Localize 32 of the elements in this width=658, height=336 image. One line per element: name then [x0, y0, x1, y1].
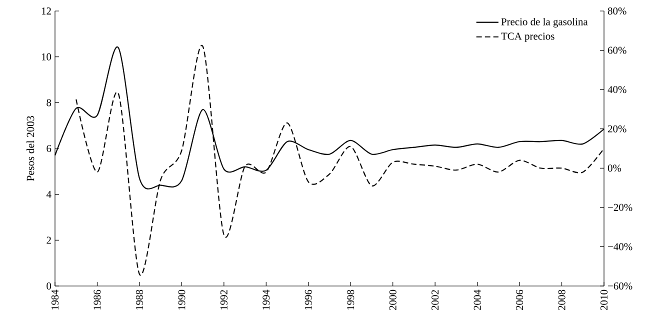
y2-tick-label: 40%	[608, 86, 626, 94]
y-tick-label: 10	[42, 53, 52, 60]
x-tick-label: 1994	[262, 290, 270, 310]
x-tick-label: 2004	[474, 290, 481, 310]
y-tick-label: 8	[46, 99, 52, 106]
y-tick-label: 2	[46, 236, 51, 244]
y-tick-label: 6	[46, 144, 52, 152]
y2-tick-label: −20%	[608, 204, 632, 211]
x-tick-label: 2010	[600, 290, 608, 310]
y2-tick-label: 20%	[608, 125, 626, 132]
x-tick-label: 1988	[136, 290, 143, 310]
y-tick-label: 12	[42, 8, 51, 14]
x-tick-label: 1986	[94, 290, 101, 310]
y-tick-label: 0	[46, 282, 52, 290]
y2-tick-label: −60%	[608, 282, 632, 290]
legend-label: TCA precios	[501, 32, 554, 42]
x-tick-label: 2008	[558, 290, 566, 310]
y-tick-label: 4	[46, 190, 52, 198]
y2-tick-label: −40%	[608, 243, 632, 250]
x-tick-label: 1998	[347, 290, 354, 310]
y2-tick-label: 80%	[608, 7, 626, 15]
x-tick-label: 1984	[51, 290, 59, 310]
y2-tick-label: 0%	[608, 164, 622, 172]
x-tick-label: 1992	[220, 290, 228, 310]
x-tick-label: 1990	[178, 290, 186, 310]
x-tick-label: 2006	[516, 290, 524, 310]
x-tick-label: 2000	[389, 290, 396, 310]
legend-label: Precio de la gasolina	[501, 18, 588, 28]
x-tick-label: 2002	[432, 290, 439, 310]
y-axis-title: Pesos del 2003	[26, 116, 34, 182]
y2-tick-label: 60%	[608, 46, 626, 54]
x-tick-label: 1996	[304, 290, 312, 310]
